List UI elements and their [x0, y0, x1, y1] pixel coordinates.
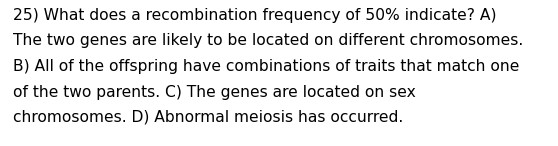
Text: The two genes are likely to be located on different chromosomes.: The two genes are likely to be located o…: [13, 33, 523, 48]
Text: 25) What does a recombination frequency of 50% indicate? A): 25) What does a recombination frequency …: [13, 8, 497, 23]
Text: B) All of the offspring have combinations of traits that match one: B) All of the offspring have combination…: [13, 59, 519, 74]
Text: chromosomes. D) Abnormal meiosis has occurred.: chromosomes. D) Abnormal meiosis has occ…: [13, 110, 403, 125]
Text: of the two parents. C) The genes are located on sex: of the two parents. C) The genes are loc…: [13, 85, 416, 100]
